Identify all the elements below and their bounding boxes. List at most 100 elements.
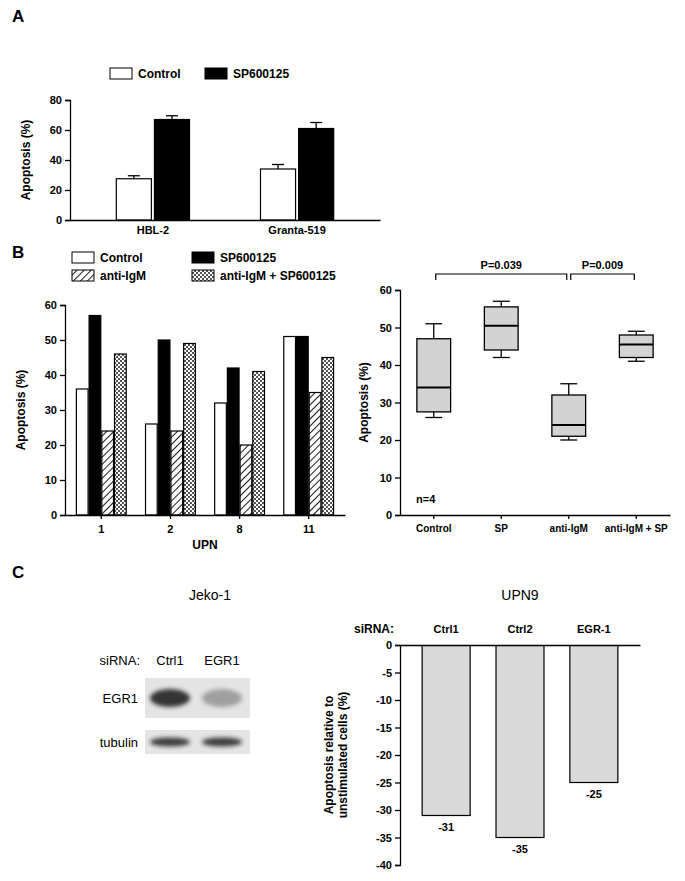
blot-row-label: tubulin bbox=[100, 735, 138, 750]
tick-mark bbox=[60, 410, 65, 411]
whisker-cap bbox=[493, 357, 510, 358]
y-axis-title: Apoptosis (%) bbox=[357, 362, 371, 443]
tick: 8 bbox=[237, 515, 243, 535]
bar bbox=[309, 393, 321, 516]
tick: 30 bbox=[45, 404, 65, 416]
tick-label: 60 bbox=[50, 124, 62, 136]
y-axis: 0-5-10-15-20-25-30-35-40 bbox=[376, 639, 400, 871]
tick: -20 bbox=[376, 749, 400, 761]
tick: 10 bbox=[380, 472, 400, 484]
tick-label: anti-IgM + SP bbox=[605, 523, 668, 534]
axis-line bbox=[401, 645, 641, 646]
tick-mark bbox=[433, 515, 434, 519]
whisker bbox=[433, 412, 434, 418]
tick-mark bbox=[170, 515, 171, 519]
tick-label: 8 bbox=[237, 523, 243, 535]
tick-label: 10 bbox=[45, 474, 57, 486]
panel-label: C bbox=[12, 563, 24, 582]
tick: 0 bbox=[386, 639, 400, 651]
tick: -15 bbox=[376, 722, 400, 734]
whisker bbox=[501, 301, 502, 307]
legend-swatch bbox=[192, 270, 214, 281]
bar bbox=[260, 169, 295, 220]
legend-label: SP600125 bbox=[220, 251, 276, 265]
tick: anti-IgM + SP bbox=[605, 515, 668, 534]
blot-lane-label: EGR1 bbox=[204, 653, 239, 668]
tick-label: Control bbox=[416, 523, 452, 534]
tick-mark bbox=[60, 445, 65, 446]
bar bbox=[299, 129, 334, 221]
tick-mark bbox=[395, 290, 400, 291]
tick-mark bbox=[395, 810, 400, 811]
legend-swatch bbox=[205, 68, 227, 79]
tick-label: SP bbox=[495, 523, 509, 534]
y-axis-title: Apoptosis relative tounstimulated cells … bbox=[322, 692, 350, 819]
tick-mark bbox=[395, 865, 400, 866]
tick-label: 10 bbox=[380, 472, 392, 484]
blot-membrane bbox=[145, 730, 250, 754]
bar bbox=[184, 344, 196, 516]
tick: 80 bbox=[50, 94, 70, 106]
tick-mark bbox=[60, 480, 65, 481]
bracket-line bbox=[436, 274, 567, 280]
y-axis: 0 20 40 60 80 bbox=[50, 94, 71, 226]
tick-mark bbox=[395, 515, 400, 516]
tick-mark bbox=[395, 365, 400, 366]
axis-line bbox=[401, 515, 671, 516]
error-bar bbox=[316, 123, 317, 129]
bar bbox=[146, 424, 158, 515]
tick-label: 50 bbox=[380, 322, 392, 334]
tick-label: anti-IgM bbox=[550, 523, 588, 534]
legend-swatch bbox=[72, 270, 94, 281]
tick-label: 0 bbox=[56, 214, 62, 226]
tick-mark bbox=[395, 755, 400, 756]
tick-label: -20 bbox=[376, 749, 392, 761]
tick-label: Granta-519 bbox=[268, 224, 325, 236]
bar bbox=[215, 403, 227, 515]
tick: 30 bbox=[380, 397, 400, 409]
tick-label: 60 bbox=[45, 299, 57, 311]
tick: 60 bbox=[380, 284, 400, 296]
tick-mark bbox=[568, 515, 569, 519]
tick-label: 20 bbox=[50, 184, 62, 196]
bar bbox=[116, 179, 151, 220]
y-axis: 0102030405060 bbox=[45, 299, 66, 521]
tick-label: -30 bbox=[376, 804, 392, 816]
plot-area bbox=[116, 116, 333, 220]
plot-area bbox=[417, 301, 653, 440]
tick: -35 bbox=[376, 832, 400, 844]
tick-mark bbox=[65, 100, 70, 101]
tick-mark bbox=[395, 837, 400, 838]
tick-mark bbox=[60, 375, 65, 376]
plot-area bbox=[76, 316, 333, 516]
tick-label: -25 bbox=[376, 777, 392, 789]
tick-label: 40 bbox=[50, 154, 62, 166]
tick-label: 30 bbox=[45, 404, 57, 416]
tick-label: Ctrl1 bbox=[434, 623, 459, 635]
whisker-cap bbox=[628, 331, 645, 332]
tick: -40 bbox=[376, 859, 400, 871]
bar bbox=[227, 368, 239, 515]
tick-label: 11 bbox=[303, 523, 315, 535]
bracket bbox=[571, 274, 635, 280]
tick: -5 bbox=[382, 667, 400, 679]
panel-label: B bbox=[12, 243, 24, 262]
tick: 20 bbox=[380, 434, 400, 446]
annotation: P=0.039 bbox=[481, 259, 522, 271]
bar bbox=[171, 431, 183, 515]
tick-label: 20 bbox=[45, 439, 57, 451]
blot-membrane bbox=[145, 678, 250, 718]
bar bbox=[284, 337, 296, 516]
error-cap bbox=[128, 175, 140, 176]
tick: 11 bbox=[303, 515, 315, 535]
tick-label: 0 bbox=[51, 509, 57, 521]
x-axis: Control SP anti-IgM anti-IgM + SP bbox=[401, 515, 671, 534]
median bbox=[417, 387, 451, 389]
blot-title: Jeko-1 bbox=[189, 587, 231, 603]
legend: ControlSP600125 bbox=[110, 67, 289, 81]
error-cap bbox=[272, 164, 284, 165]
axis-line bbox=[395, 646, 401, 866]
legend-label: SP600125 bbox=[233, 67, 289, 81]
data-label: -25 bbox=[586, 788, 602, 800]
bar bbox=[158, 340, 170, 515]
